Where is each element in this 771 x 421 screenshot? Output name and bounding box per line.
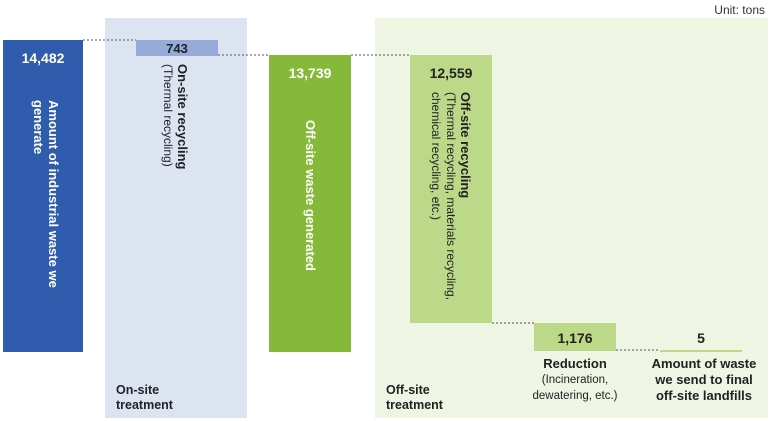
onsite-recycling-sub: (Thermal recycling) [161,64,175,167]
landfill-value: 5 [697,330,705,346]
onsite-recycling-value: 743 [166,41,188,56]
onsite-section-label: On-site treatment [116,383,173,412]
onsite-recycling-label: On-site recycling (Thermal recycling) [160,64,190,194]
offsite-generated-value: 13,739 [288,65,332,81]
reduction-bar [534,323,616,351]
offsite-recycling-bar [410,55,492,323]
onsite-recycling-title: On-site recycling [175,64,190,170]
generated-label: Amount of industrial waste we generate [31,100,61,288]
offsite-generated-label: Off-site waste generated [303,120,318,271]
offsite-recycling-label: Off-site recycling (Thermal recycling, m… [428,92,473,302]
generated-value: 14,482 [21,50,65,66]
reduction-title: Reduction [543,356,607,371]
generated-bar [3,40,83,352]
landfill-bar [660,350,742,352]
landfill-caption: Amount of waste we send to final off-sit… [651,356,757,403]
offsite-recycling-value: 12,559 [429,65,473,81]
onsite-recycling-bar [136,40,218,56]
reduction-sub: (Incineration, dewatering, etc.) [532,374,618,402]
reduction-caption: Reduction (Incineration, dewatering, etc… [515,356,635,404]
offsite-recycling-title: Off-site recycling [458,92,473,199]
unit-label: Unit: tons [714,3,765,17]
reduction-value: 1,176 [557,330,593,346]
offsite-section-label: Off-site treatment [386,383,443,412]
offsite-recycling-sub: (Thermal recycling, materials recycling,… [429,92,458,301]
onsite-treatment-panel [105,18,247,418]
offsite-generated-bar [269,55,351,352]
